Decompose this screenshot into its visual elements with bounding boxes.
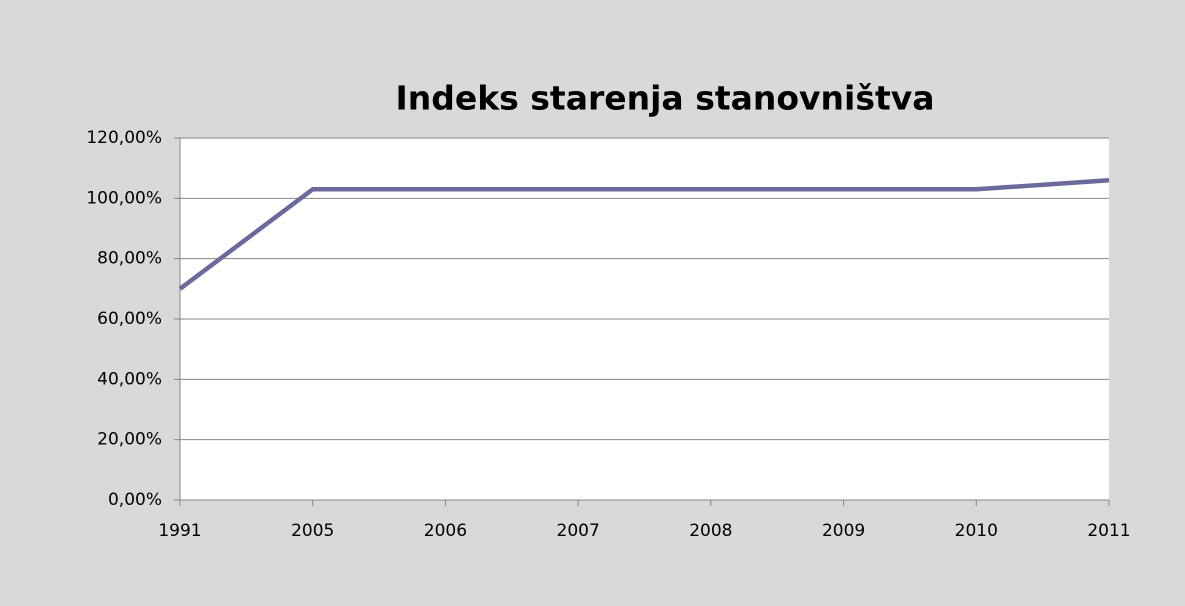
x-tick-label: 1991 [158, 521, 201, 541]
y-tick-label: 0,00% [108, 490, 162, 510]
x-tick-label: 2008 [689, 521, 732, 541]
y-tick-label: 80,00% [97, 249, 162, 269]
data-line [178, 177, 1110, 291]
x-tick-label: 2007 [557, 521, 600, 541]
y-tick-label: 40,00% [97, 369, 162, 389]
y-tick-label: 100,00% [86, 188, 162, 208]
x-tick-label: 2011 [1087, 521, 1130, 541]
x-tick-label: 2005 [291, 521, 334, 541]
x-tick-label: 2006 [424, 521, 467, 541]
x-tick-label: 2009 [822, 521, 865, 541]
y-tick-label: 120,00% [86, 128, 162, 148]
y-tick-label: 20,00% [97, 430, 162, 450]
x-tick-label: 2010 [955, 521, 998, 541]
y-tick-label: 60,00% [97, 309, 162, 329]
chart-title: Indeks starenja stanovništva [395, 79, 934, 118]
